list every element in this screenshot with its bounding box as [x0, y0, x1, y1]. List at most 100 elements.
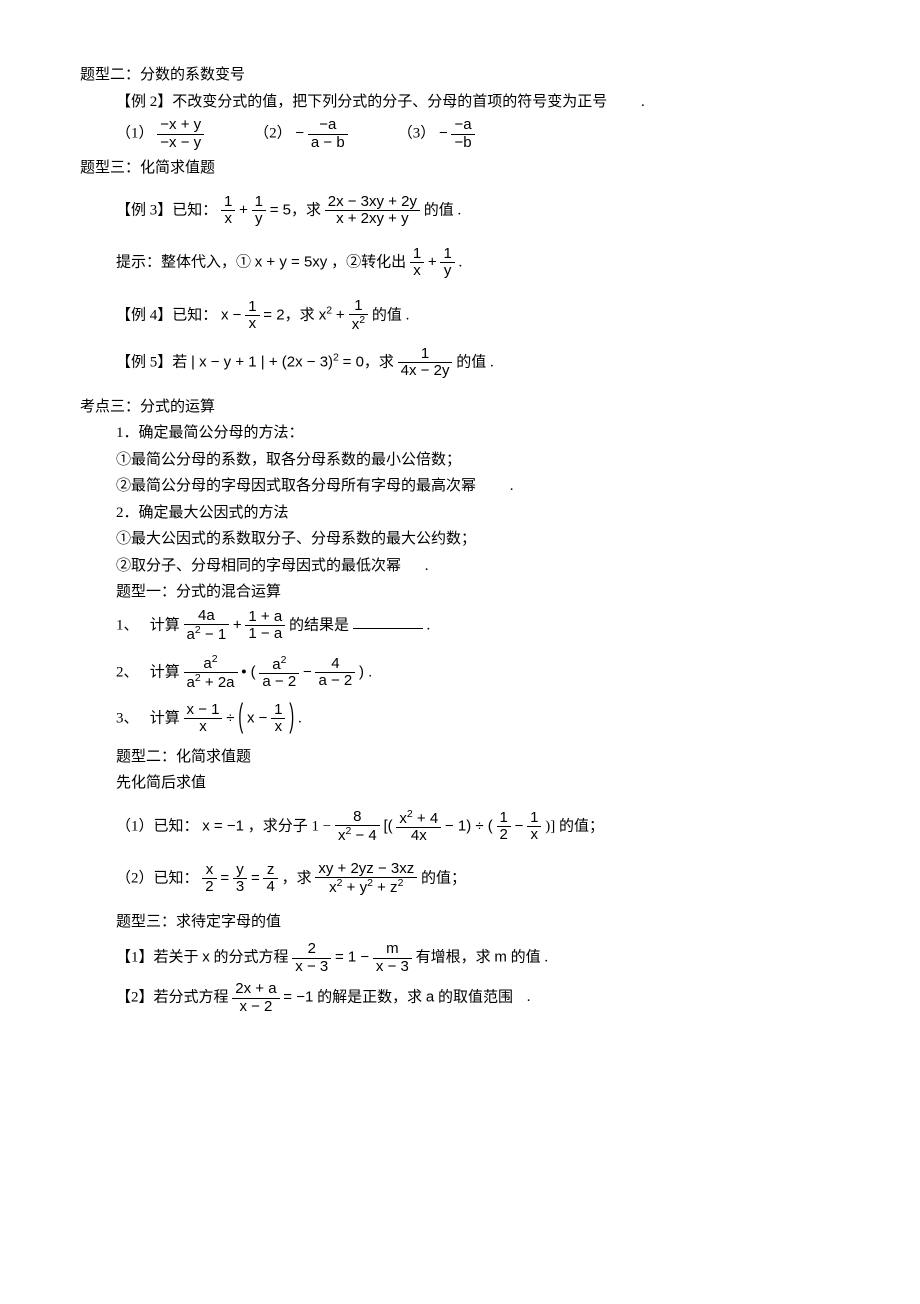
p2-eq2: =: [251, 869, 260, 886]
p1-f2d: 4x: [396, 828, 441, 845]
ex5-fn: 1: [398, 346, 453, 364]
p1-mid: ，求分子 1 −: [248, 818, 331, 834]
q2-close: ) .: [359, 663, 372, 680]
p1-line: （1）已知： x = −1 ，求分子 1 − 8 x2 − 4 [( x2 + …: [116, 809, 840, 845]
q1-line: 1、 计算 4a a2 − 1 + 1 + a1 − a 的结果是 .: [116, 608, 840, 644]
ex2-3-num: −a: [451, 117, 474, 135]
ex4-x: x −: [221, 306, 241, 323]
q3-end: .: [298, 710, 302, 726]
kd3-2b-text: ②取分子、分母相同的字母因式的最低次幂: [116, 558, 401, 574]
q3-f2d: x: [271, 719, 285, 736]
q3-label: 3、: [116, 710, 139, 726]
r1-end: 的值 .: [511, 949, 549, 965]
q2-f1d-tail: + 2a: [201, 674, 235, 691]
hint-eq: x + y = 5xy: [255, 253, 328, 270]
r2-line: 【2】若分式方程 2x + ax − 2 = −1 的解是正数，求 a 的取值范…: [116, 981, 840, 1015]
ex5-line: 【例 5】若 | x − y + 1 | + (2x − 3)2 = 0，求 1…: [116, 346, 840, 380]
q3-f2n: 1: [271, 702, 285, 720]
heading-type3: 题型三：化简求值题: [80, 157, 840, 180]
p2-bd2: + y: [343, 879, 368, 896]
r1-m: m: [494, 948, 507, 965]
r2-tail: 的取值范围: [438, 989, 513, 1005]
ex3-f1d: x: [221, 211, 235, 228]
q3-calc: 计算: [150, 710, 180, 726]
q1-f1d-base: a: [187, 626, 195, 643]
q1-f2d: 1 − a: [245, 626, 285, 643]
q2-f2n: a2: [259, 655, 299, 675]
ex4-f2d-sup: 2: [359, 314, 365, 326]
ex2-item-1: （1） −x + y−x − y: [116, 117, 204, 151]
q2-f2n-base: a: [272, 656, 280, 673]
p2-f1n: x: [202, 862, 216, 880]
p2-bd3-sup: 2: [398, 877, 404, 889]
t3-heading: 题型三：求待定字母的值: [116, 911, 840, 934]
q3-rparen: ): [289, 694, 294, 744]
hint-tail: .: [459, 254, 463, 270]
ex2-row: （1） −x + y−x − y （2） − −aa − b （3） − −a−…: [116, 117, 840, 151]
r1-f2n: m: [373, 941, 412, 959]
p2-f1d: 2: [202, 879, 216, 896]
r2-mid: 的解是正数，求: [317, 989, 422, 1005]
ex2-period: .: [641, 94, 645, 110]
r1-f1n: 2: [292, 941, 331, 959]
q2-f1n-base: a: [203, 655, 211, 672]
q3-div: ÷: [226, 709, 234, 726]
p2-bd3: + z: [373, 879, 398, 896]
ex2-3-label: （3）: [398, 125, 436, 141]
q3-f1n: x − 1: [184, 702, 223, 720]
ex3-eq5: = 5，求: [270, 201, 321, 218]
ex5-eq: | x − y + 1 | + (2x − 3): [191, 353, 333, 370]
ex2-3-neg: −: [439, 124, 448, 141]
hint-f2d: y: [440, 263, 454, 280]
q2-f3n: 4: [315, 656, 355, 674]
p2-line: （2）已知： x2 = y3 = z4 ，求 xy + 2yz − 3xz x2…: [116, 861, 840, 897]
ex4-f1n: 1: [245, 299, 259, 317]
hint-lead: 提示：整体代入，①: [116, 254, 251, 270]
q3-x: x −: [247, 709, 267, 726]
ex4-plus: +: [336, 306, 349, 323]
ex3-f1n: 1: [221, 194, 235, 212]
kd3-2b: ②取分子、分母相同的字母因式的最低次幂 .: [116, 555, 840, 578]
p1-close: )] 的值；: [545, 818, 604, 834]
p2-tail: 的值；: [421, 870, 466, 886]
p2-label: （2）已知：: [116, 870, 199, 886]
ex3-f2n: 1: [252, 194, 266, 212]
ex5-sq: 2: [333, 351, 339, 363]
q1-f1n: 4a: [184, 608, 230, 626]
t2-sub: 先化简后求值: [116, 772, 840, 795]
q1-tail: 的结果是: [289, 617, 349, 633]
ex4-tail: 的值 .: [372, 307, 410, 323]
r2-eq: = −1: [283, 988, 313, 1005]
kd3-2: 2．确定最大公因式的方法: [116, 502, 840, 525]
q1-end: .: [426, 617, 430, 633]
q2-calc: 计算: [150, 664, 180, 680]
p2-f3n: z: [263, 862, 277, 880]
q1-calc: 计算: [150, 617, 180, 633]
r2-label: 【2】若分式方程: [116, 989, 229, 1005]
q2-f1d: a2 + 2a: [184, 673, 238, 692]
p2-f3d: 4: [263, 879, 277, 896]
kd3-1a: ①最简公分母的系数，取各分母系数的最小公倍数；: [116, 449, 840, 472]
p1-f1d: x2 − 4: [335, 826, 380, 845]
ex3-tail: 的值 .: [424, 202, 462, 218]
q2-f3d: a − 2: [315, 673, 355, 690]
p1-m1: − 1) ÷ (: [445, 817, 493, 834]
p1-label: （1）已知：: [116, 818, 199, 834]
q2-f2n-sup: 2: [281, 654, 287, 666]
q1-blank: [353, 613, 423, 629]
p1-f3d: 2: [497, 827, 511, 844]
ex2-2-num: −a: [308, 117, 348, 135]
q2-f1d-base: a: [187, 674, 195, 691]
p2-bd1: x: [329, 879, 337, 896]
hint-f1d: x: [410, 263, 424, 280]
ex2-3-den: −b: [451, 135, 474, 152]
r1-f2d: x − 3: [373, 959, 412, 976]
p1-f2n: x2 + 4: [396, 809, 441, 829]
kd3-1b-period: .: [510, 478, 514, 494]
q1-plus: +: [233, 616, 242, 633]
p1-f3n: 1: [497, 810, 511, 828]
p1-f4d: x: [527, 827, 541, 844]
kd3-1b-text: ②最简公分母的字母因式取各分母所有字母的最高次幂: [116, 478, 476, 494]
ex4-sq: 2: [326, 304, 332, 316]
kd3-1b: ②最简公分母的字母因式取各分母所有字母的最高次幂 .: [116, 475, 840, 498]
